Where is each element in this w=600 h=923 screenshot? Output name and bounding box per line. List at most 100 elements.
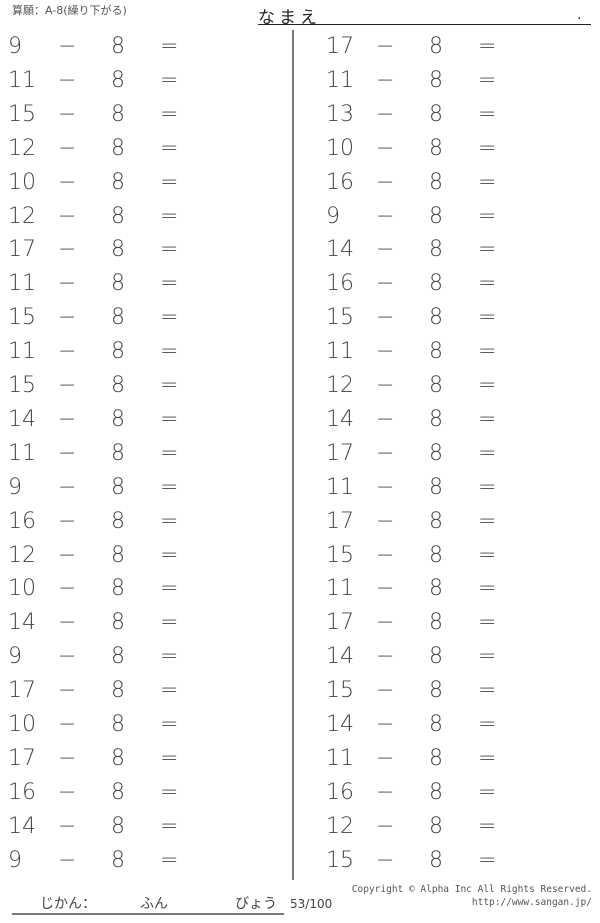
minuend: 17	[8, 745, 36, 771]
problem-row: 11− 8 =	[8, 337, 208, 367]
minuend: 15	[326, 542, 354, 568]
equals-sign: =	[160, 34, 179, 59]
problem-row: 12− 8 =	[8, 134, 208, 164]
minuend: 17	[8, 678, 36, 704]
subtrahend: 8	[429, 305, 443, 331]
minuend: 9	[8, 847, 22, 873]
problem-row: 16− 8 =	[326, 778, 526, 808]
minus-sign: −	[376, 813, 395, 839]
subtrahend: 8	[111, 813, 125, 839]
equals-sign: =	[478, 135, 497, 161]
minuend: 15	[8, 373, 36, 398]
subtrahend: 8	[429, 644, 443, 670]
minuend: 17	[8, 237, 36, 263]
problem-row: 17− 8 =	[8, 235, 208, 265]
equals-sign: =	[478, 440, 497, 466]
minuend: 10	[8, 712, 36, 737]
minuend: 14	[8, 406, 36, 432]
copyright-block: Copyright © Alpha Inc All Rights Reserve…	[352, 883, 592, 909]
equals-sign: =	[160, 474, 179, 500]
minuend: 14	[326, 237, 354, 263]
equals-sign: =	[478, 34, 497, 59]
equals-sign: =	[160, 440, 179, 466]
problem-row: 17− 8 =	[8, 744, 208, 774]
equals-sign: =	[478, 203, 497, 229]
minuend: 17	[326, 440, 354, 466]
name-end-mark: .	[577, 7, 582, 23]
equals-sign: =	[478, 644, 497, 670]
problem-row: 11− 8 =	[8, 439, 208, 469]
problem-row: 14− 8 =	[8, 608, 208, 638]
subtrahend: 8	[429, 406, 443, 432]
equals-sign: =	[478, 508, 497, 534]
minuend: 16	[8, 779, 36, 805]
equals-sign: =	[160, 745, 179, 771]
minuend: 12	[8, 203, 36, 229]
problem-row: 14− 8 =	[326, 235, 526, 265]
minuend: 17	[326, 610, 354, 636]
equals-sign: =	[160, 271, 179, 297]
minus-sign: −	[376, 610, 395, 636]
minuend: 14	[8, 610, 36, 636]
worksheet-title: 算願：A-8(繰り下がる)	[12, 4, 127, 17]
problem-row: 15− 8 =	[326, 303, 526, 333]
minus-sign: −	[58, 271, 77, 297]
subtrahend: 8	[111, 169, 125, 195]
equals-sign: =	[160, 508, 179, 534]
subtrahend: 8	[111, 373, 125, 398]
subtrahend: 8	[111, 644, 125, 670]
problem-row: 17− 8 =	[326, 32, 526, 62]
time-underline	[12, 913, 284, 915]
equals-sign: =	[160, 305, 179, 331]
problem-row: 15− 8 =	[326, 541, 526, 571]
minus-sign: −	[58, 779, 77, 805]
subtrahend: 8	[111, 34, 125, 59]
minus-sign: −	[376, 440, 395, 466]
minus-sign: −	[58, 712, 77, 737]
problem-row: 9 − 8 =	[326, 202, 526, 232]
problem-row: 13− 8 =	[326, 100, 526, 130]
subtrahend: 8	[429, 169, 443, 195]
minus-sign: −	[376, 576, 395, 602]
problem-row: 16− 8 =	[326, 168, 526, 198]
minuend: 12	[8, 135, 36, 161]
minuend: 10	[326, 135, 354, 161]
subtrahend: 8	[111, 67, 125, 93]
minuend: 16	[326, 271, 354, 297]
subtrahend: 8	[111, 305, 125, 331]
minus-sign: −	[376, 508, 395, 534]
minus-sign: −	[58, 542, 77, 568]
problem-row: 17− 8 =	[8, 676, 208, 706]
equals-sign: =	[478, 67, 497, 93]
minuend: 15	[326, 305, 354, 331]
problem-row: 9 − 8 =	[8, 32, 208, 62]
subtrahend: 8	[111, 610, 125, 636]
minus-sign: −	[58, 576, 77, 602]
minus-sign: −	[58, 813, 77, 839]
name-underline	[258, 24, 591, 25]
subtrahend: 8	[111, 203, 125, 229]
problem-row: 17− 8 =	[326, 439, 526, 469]
minuend: 9	[8, 34, 22, 59]
subtrahend: 8	[429, 271, 443, 297]
minuend: 16	[326, 779, 354, 805]
minuend: 15	[326, 847, 354, 873]
minus-sign: −	[58, 847, 77, 873]
subtrahend: 8	[429, 203, 443, 229]
problem-row: 16− 8 =	[8, 778, 208, 808]
equals-sign: =	[160, 101, 179, 127]
problem-row: 15− 8 =	[8, 371, 208, 401]
minus-sign: −	[58, 135, 77, 161]
equals-sign: =	[160, 67, 179, 93]
equals-sign: =	[160, 542, 179, 568]
minuend: 12	[326, 373, 354, 398]
problem-row: 12− 8 =	[8, 541, 208, 571]
minuend: 11	[326, 745, 354, 771]
minuend: 15	[8, 305, 36, 331]
minus-sign: −	[58, 474, 77, 500]
equals-sign: =	[478, 305, 497, 331]
problem-row: 17− 8 =	[326, 507, 526, 537]
minus-sign: −	[58, 440, 77, 466]
equals-sign: =	[160, 373, 179, 398]
equals-sign: =	[478, 339, 497, 365]
